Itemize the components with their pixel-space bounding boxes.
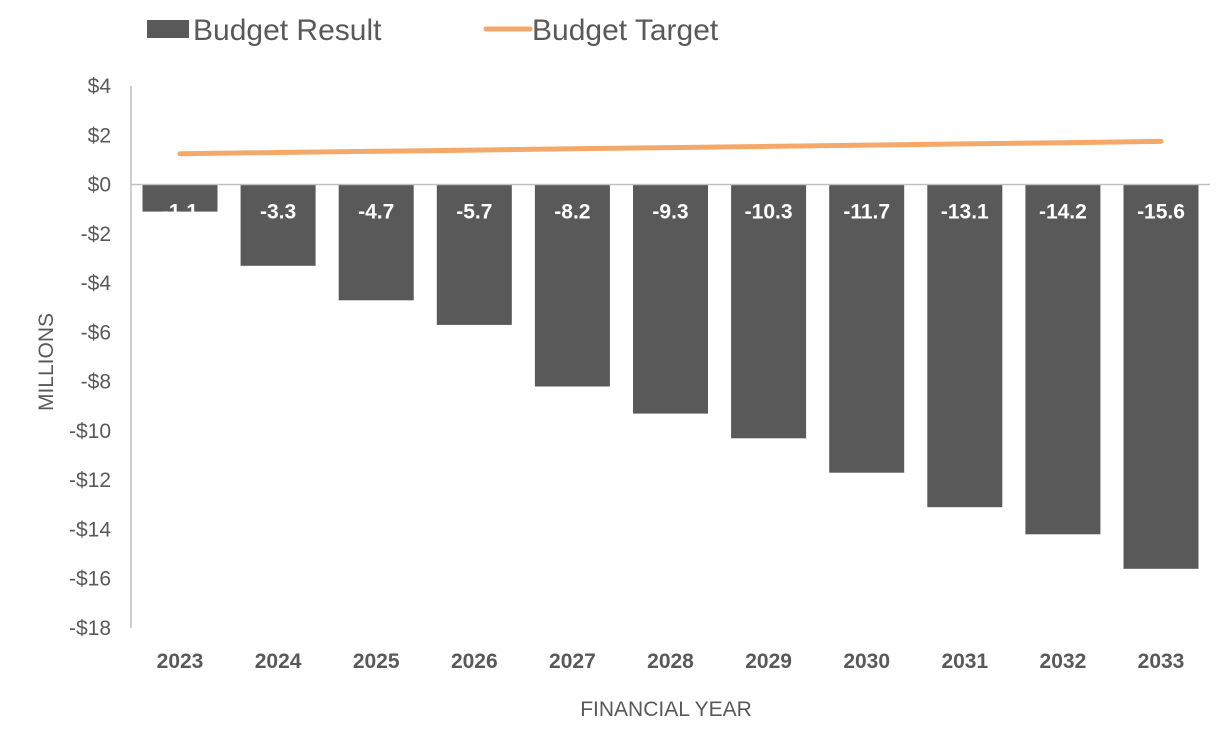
data-labels: -1.1 -3.3 -4.7 -5.7 -8.2 -9.3 -10.3 -11.7 -13.1 -…: [162, 201, 1185, 224]
x-tick-label-2029: 2029: [745, 650, 792, 673]
y-tick-label: -$12: [69, 469, 111, 492]
data-label-2027: -8.2: [554, 201, 590, 224]
y-tick-label: -$14: [69, 519, 111, 542]
y-tick-label: $2: [88, 124, 111, 147]
target-line-group: [177, 138, 1164, 157]
bar-2028: [633, 184, 708, 414]
bar-2032: [1025, 184, 1101, 535]
x-tick-label-2024: 2024: [255, 650, 302, 673]
x-tick-labels: 2023 2024 2025 2026 2027 2028 2029 2030 2031 2032…: [157, 650, 1185, 673]
data-label-2025: -4.7: [358, 201, 394, 224]
y-tick-labels: $4 $2 $0 -$2 -$4 -$6 -$8 -$10 -$12 -$14 -$16 -$18: [69, 75, 111, 640]
x-tick-label-2027: 2027: [549, 650, 596, 673]
data-label-2026: -5.7: [456, 201, 492, 224]
axes: [130, 86, 1210, 628]
data-label-2024: -3.3: [260, 201, 296, 224]
legend-label-budget-result: Budget Result: [193, 14, 382, 47]
data-label-2028: -9.3: [652, 201, 688, 224]
data-label-2029: -10.3: [745, 201, 793, 224]
bar-2024: [240, 184, 316, 266]
x-tick-label-2028: 2028: [647, 650, 694, 673]
bar-2026: [436, 184, 512, 325]
bar-2033: [1123, 184, 1199, 569]
y-tick-label: -$8: [81, 371, 111, 394]
data-label-2030: -11.7: [843, 201, 890, 224]
y-tick-label: -$18: [69, 617, 111, 640]
x-tick-label-2025: 2025: [353, 650, 400, 673]
bar-2031: [927, 184, 1003, 508]
y-tick-label: $4: [88, 75, 112, 98]
legend: Budget Result Budget Target: [147, 14, 719, 47]
bar-2030: [829, 184, 905, 473]
x-tick-label-2032: 2032: [1040, 650, 1087, 673]
legend-swatch-budget-result: [147, 20, 189, 38]
bars: [142, 184, 1199, 569]
bar-2027: [534, 184, 610, 387]
y-axis-title: MILLIONS: [35, 313, 58, 411]
bar-2025: [338, 184, 414, 301]
bar-2029: [731, 184, 807, 439]
legend-label-budget-target: Budget Target: [532, 14, 719, 47]
y-tick-label: -$2: [81, 223, 111, 246]
x-tick-label-2026: 2026: [451, 650, 498, 673]
y-tick-label: $0: [88, 174, 111, 197]
data-label-2033: -15.6: [1137, 201, 1185, 224]
bar-2023: [142, 184, 218, 212]
y-tick-label: -$6: [81, 321, 111, 344]
x-axis-title: FINANCIAL YEAR: [580, 698, 752, 721]
data-label-2032: -14.2: [1039, 201, 1087, 224]
x-tick-label-2033: 2033: [1138, 650, 1185, 673]
data-label-2031: -13.1: [941, 201, 989, 224]
y-tick-label: -$4: [81, 272, 112, 295]
target-line: [177, 138, 1164, 157]
data-label-2023: -1.1: [162, 201, 199, 224]
x-tick-label-2031: 2031: [941, 650, 988, 673]
x-tick-label-2030: 2030: [843, 650, 890, 673]
x-tick-label-2023: 2023: [157, 650, 204, 673]
y-tick-label: -$16: [69, 568, 111, 591]
y-tick-label: -$10: [69, 420, 111, 443]
